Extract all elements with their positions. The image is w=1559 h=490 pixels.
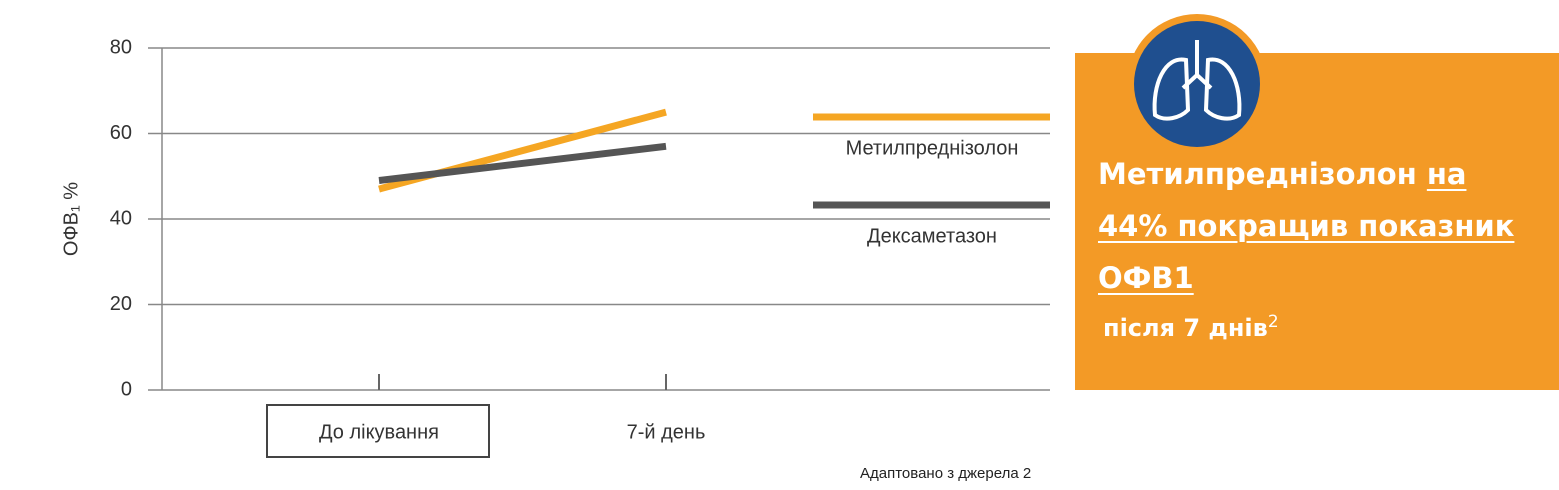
y-axis-label: ОФВ₁ % [60,182,82,256]
x-tick-label: До лікування [319,421,439,443]
series-line [378,142,667,185]
callout-lead: Метилпреднізолон [1098,157,1417,191]
y-tick-label: 60 [110,122,132,144]
legend-label: Дексаметазон [867,225,997,247]
callout-tail: після 7 днів2 [1103,312,1279,342]
y-tick-label: 0 [121,378,132,400]
tail-text: після 7 днів [1103,314,1268,342]
y-tick-label: 20 [110,293,132,315]
y-tick-label: 40 [110,207,132,229]
legend-label: Метилпреднізолон [846,137,1019,159]
y-tick-label: 80 [110,36,132,58]
callout-highlight: на 44% покращив показник ОФВ1 [1098,157,1515,295]
callout-text: Метилпреднізолон на 44% покращив показни… [1098,148,1518,304]
source-note: Адаптовано з джерела 2 [860,465,1032,482]
x-tick-label: 7-й день [627,421,706,443]
category-box [266,404,490,458]
reference: 2 [1267,312,1279,332]
